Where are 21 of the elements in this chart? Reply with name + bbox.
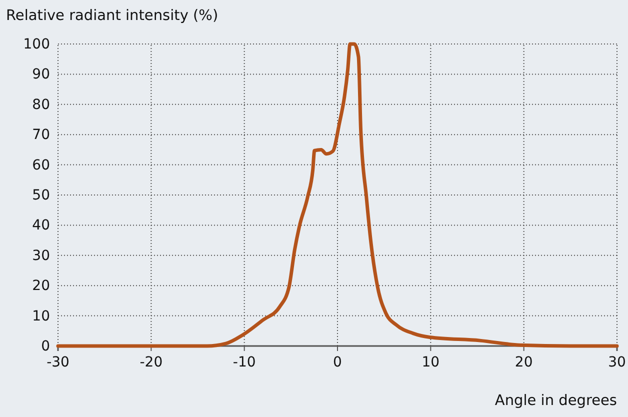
y-tick-label: 30 bbox=[32, 248, 50, 264]
y-tick-label: 10 bbox=[32, 308, 50, 324]
x-tick-label: 20 bbox=[514, 354, 533, 371]
x-tick-label: 30 bbox=[608, 354, 626, 371]
y-tick-label: 100 bbox=[23, 36, 50, 52]
x-tick-label: -20 bbox=[140, 354, 163, 371]
x-tick-label: 0 bbox=[333, 354, 342, 371]
x-tick-label: 10 bbox=[422, 354, 440, 371]
y-tick-label: 90 bbox=[32, 66, 50, 83]
y-tick-label: 20 bbox=[32, 278, 50, 294]
x-axis-title: Angle in degrees bbox=[494, 393, 617, 409]
y-tick-label: 50 bbox=[32, 187, 50, 204]
line-series bbox=[56, 42, 619, 348]
x-tick-label: -30 bbox=[46, 354, 70, 371]
y-tick-label: 70 bbox=[32, 127, 50, 144]
y-tick-label: 40 bbox=[32, 218, 50, 234]
y-tick-label: 60 bbox=[32, 157, 50, 174]
y-tick-label: 80 bbox=[32, 96, 50, 113]
y-tick-label: 0 bbox=[41, 338, 50, 354]
x-tick-label: -10 bbox=[232, 354, 256, 371]
y-axis-title: Relative radiant intensity (%) bbox=[6, 8, 218, 24]
